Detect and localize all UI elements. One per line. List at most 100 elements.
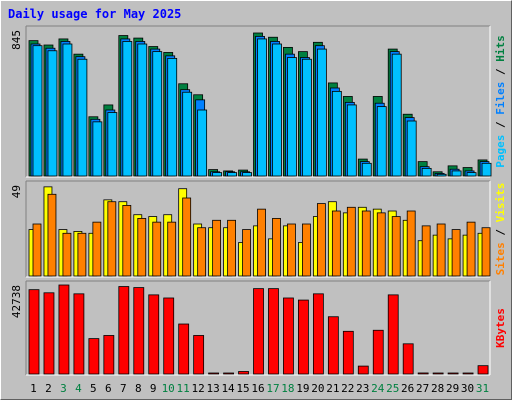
x-tick-label-28: 28: [431, 382, 444, 395]
x-tick-label-25: 25: [386, 382, 399, 395]
bar-pages-8: [137, 43, 148, 177]
bar-sites-14: [227, 219, 236, 277]
chart-title: Daily usage for May 2025: [8, 7, 182, 21]
bar-kbytes-6: [103, 335, 115, 375]
ymax-label-hits: 845: [10, 30, 23, 50]
bar-kbytes-29: [447, 372, 459, 375]
x-tick-label-15: 15: [236, 382, 249, 395]
bar-sites-31: [481, 227, 491, 277]
x-tick-label-17: 17: [266, 382, 279, 395]
legend-files: Files: [494, 82, 507, 115]
bar-kbytes-4: [73, 293, 85, 375]
bar-sites-30: [466, 221, 476, 277]
bar-pages-18: [287, 57, 297, 177]
bar-sites-17: [272, 218, 281, 277]
bar-pages-11: [182, 91, 193, 177]
bar-sites-10: [167, 221, 177, 277]
bar-pages-17: [272, 43, 282, 177]
bar-sites-20: [316, 203, 326, 277]
bar-pages-28: [436, 173, 447, 177]
bar-kbytes-16: [253, 288, 264, 375]
bar-pages-10: [167, 57, 178, 177]
x-tick-label-19: 19: [296, 382, 309, 395]
bar-pages-25: [391, 53, 402, 177]
bar-pages-16: [257, 38, 267, 177]
bar-sites-15: [242, 229, 251, 277]
bottom-legend: KBytes: [494, 308, 507, 348]
bar-pages-21: [331, 90, 342, 177]
ymax-label-kbytes: 42738: [10, 285, 23, 318]
legend-pages: Pages: [494, 135, 507, 168]
x-tick-label-11: 11: [177, 382, 190, 395]
bar-kbytes-31: [477, 365, 489, 375]
bar-pages-29: [451, 170, 462, 177]
bar-sites-18: [287, 223, 296, 277]
x-tick-label-1: 1: [30, 382, 37, 395]
bar-sites-7: [122, 205, 132, 277]
x-tick-label-16: 16: [251, 382, 264, 395]
bar-pages-4: [77, 58, 88, 177]
x-tick-label-6: 6: [105, 382, 112, 395]
x-tick-label-12: 12: [192, 382, 205, 395]
legend-sites: Sites: [494, 242, 507, 275]
ymax-label-visits: 49: [10, 185, 23, 198]
middle-legend-separator: /: [494, 222, 507, 242]
bar-pages-12: [197, 109, 208, 177]
bar-pages-6: [107, 112, 118, 177]
x-tick-label-9: 9: [150, 382, 157, 395]
bar-sites-23: [361, 210, 371, 277]
bar-kbytes-20: [312, 293, 324, 375]
bar-sites-4: [77, 232, 87, 277]
bar-pages-3: [62, 43, 73, 177]
bar-kbytes-21: [327, 316, 339, 375]
bar-pages-22: [346, 104, 357, 177]
bar-kbytes-25: [387, 294, 399, 375]
bar-kbytes-3: [58, 284, 70, 375]
bar-pages-15: [242, 172, 252, 177]
bar-kbytes-18: [283, 297, 294, 375]
bar-kbytes-1: [28, 289, 40, 375]
x-tick-label-5: 5: [90, 382, 97, 395]
top-legend-separator: /: [494, 62, 507, 82]
bar-sites-27: [421, 225, 431, 277]
x-tick-label-18: 18: [281, 382, 294, 395]
bar-sites-29: [451, 229, 461, 277]
x-tick-label-13: 13: [206, 382, 219, 395]
bar-pages-2: [47, 50, 58, 177]
bar-kbytes-8: [133, 287, 145, 375]
bar-kbytes-12: [193, 335, 205, 375]
middle-legend: Sites / Visits: [494, 183, 507, 276]
bar-kbytes-14: [223, 372, 234, 375]
bar-sites-19: [302, 223, 311, 277]
x-tick-label-20: 20: [311, 382, 324, 395]
bar-pages-23: [361, 162, 372, 177]
bar-pages-30: [466, 172, 477, 177]
x-tick-label-3: 3: [60, 382, 67, 395]
bar-pages-13: [212, 172, 223, 177]
legend-visits: Visits: [494, 183, 507, 223]
bar-sites-28: [436, 223, 446, 277]
bar-sites-12: [197, 227, 207, 277]
x-tick-label-2: 2: [45, 382, 52, 395]
x-tick-label-31: 31: [476, 382, 489, 395]
x-tick-label-23: 23: [356, 382, 369, 395]
bar-sites-22: [346, 206, 356, 277]
bar-pages-7: [122, 41, 133, 177]
top-legend-separator: /: [494, 115, 507, 135]
bar-kbytes-23: [357, 365, 369, 375]
x-tick-label-22: 22: [341, 382, 354, 395]
bar-kbytes-27: [417, 372, 429, 375]
x-tick-label-30: 30: [461, 382, 474, 395]
bar-sites-24: [376, 212, 386, 277]
x-tick-label-10: 10: [162, 382, 175, 395]
x-tick-label-14: 14: [221, 382, 235, 395]
bar-sites-25: [391, 216, 401, 277]
bar-kbytes-28: [432, 372, 444, 375]
bar-kbytes-22: [342, 330, 354, 375]
bar-kbytes-15: [238, 371, 249, 375]
bar-kbytes-7: [118, 286, 130, 375]
bar-sites-3: [62, 232, 72, 277]
bar-kbytes-26: [402, 343, 414, 375]
